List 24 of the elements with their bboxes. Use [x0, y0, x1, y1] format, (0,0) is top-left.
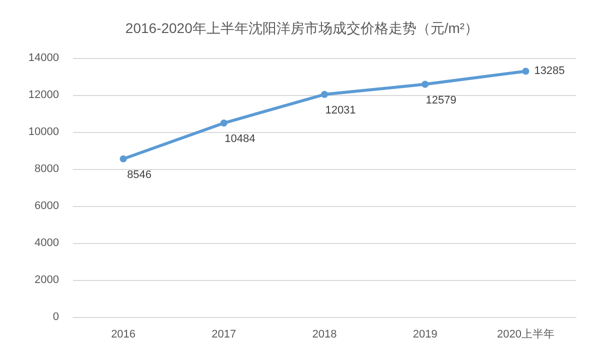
point — [321, 90, 328, 98]
data-label: 13285 — [534, 65, 565, 78]
point — [422, 80, 429, 88]
y-tick-label: 10000 — [28, 126, 59, 138]
data-label: 12031 — [325, 104, 356, 116]
y-tick-label: 6000 — [34, 200, 59, 212]
data-label: 10484 — [224, 133, 256, 146]
x-tick-label: 2016 — [111, 328, 136, 340]
x-tick-label: 2018 — [312, 328, 337, 340]
y-tick-label: 8000 — [34, 163, 59, 175]
y-tick-label: 4000 — [34, 237, 59, 249]
point — [220, 120, 228, 127]
y-tick-label: 14000 — [28, 52, 59, 64]
point — [120, 155, 127, 162]
chart-title: 2016-2020年上半年沈阳洋房市场成交价格走势（元/m²） — [125, 20, 479, 36]
x-tick-label: 2020上半年 — [496, 328, 554, 340]
x-tick-label: 2019 — [412, 328, 438, 340]
y-tick-label: 2000 — [34, 274, 59, 286]
data-label: 12579 — [426, 94, 456, 106]
y-tick-label: 12000 — [28, 89, 59, 101]
data-label: 8546 — [127, 168, 152, 181]
x-tick-label: 2017 — [212, 328, 236, 340]
point — [522, 68, 530, 75]
y-tick-label: 0 — [52, 311, 59, 323]
